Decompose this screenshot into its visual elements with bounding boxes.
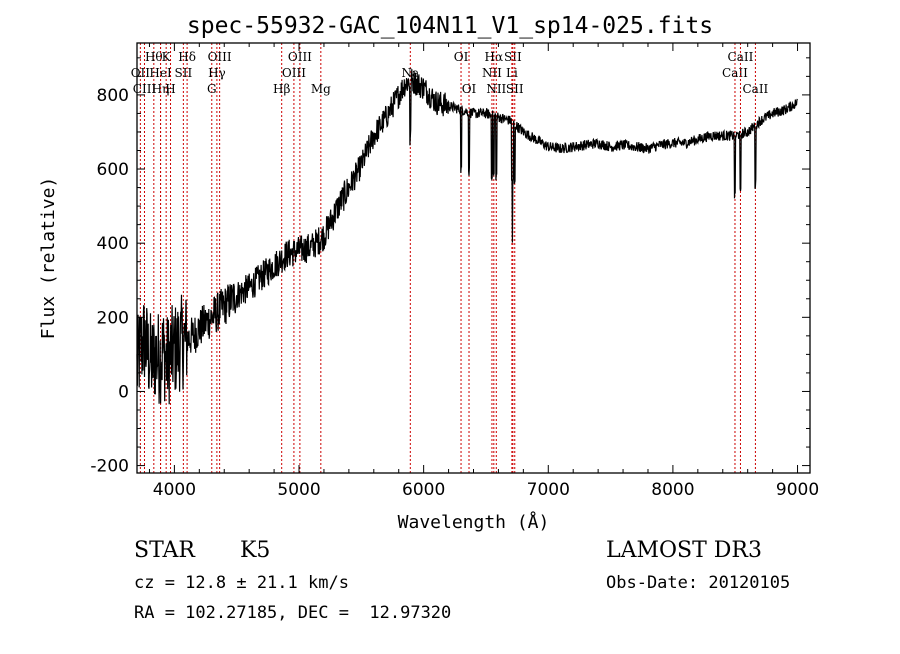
- x-tick-label: 9000: [776, 480, 819, 500]
- y-axis-label: Flux (relative): [38, 177, 59, 340]
- x-axis-label: Wavelength (Å): [398, 511, 550, 533]
- spectral-line-label: HeI: [149, 66, 172, 80]
- spectral-line-label: NII: [482, 66, 502, 80]
- spectral-line-label: Hγ: [208, 66, 226, 80]
- subclass-label: K5: [240, 538, 271, 563]
- y-tick-label: 400: [97, 234, 129, 254]
- spectral-line-label: CIII: [133, 82, 157, 96]
- spectral-line-label: Hα: [485, 50, 504, 64]
- spectral-line-label: OI: [454, 50, 469, 64]
- spectral-line-label: CaII: [742, 82, 768, 96]
- x-tick-label: 6000: [402, 480, 445, 500]
- spectral-line-label: OIII: [282, 66, 306, 80]
- chart-title: spec-55932-GAC_104N11_V1_sp14-025.fits: [187, 13, 713, 39]
- spectral-line-label: OIII: [288, 50, 312, 64]
- x-tick-label: 5000: [277, 480, 320, 500]
- coords-label: RA = 102.27185, DEC = 12.97320: [134, 603, 452, 623]
- obs-date-label: Obs-Date: 20120105: [606, 573, 791, 593]
- spectral-line-label: H: [165, 82, 175, 96]
- spectral-line-label: SII: [504, 50, 522, 64]
- y-tick-label: 600: [97, 160, 129, 180]
- spectral-line-label: OIII: [208, 50, 232, 64]
- spectral-line-label: OI: [462, 82, 477, 96]
- spectral-line-label: K: [162, 50, 172, 64]
- spectral-line-label: CaII: [722, 66, 748, 80]
- survey-label: LAMOST DR3: [606, 538, 762, 563]
- spectral-line-label: CaII: [728, 50, 754, 64]
- spectral-line-label: SII: [506, 82, 524, 96]
- y-tick-label: 800: [97, 86, 129, 106]
- spectral-line-label: OII: [131, 66, 151, 80]
- spectral-line-label: Hθ: [145, 50, 163, 64]
- cz-label: cz = 12.8 ± 21.1 km/s: [134, 573, 349, 593]
- spectrum-series-line: [136, 69, 798, 405]
- spectral-line-label: SII: [175, 66, 193, 80]
- spectral-line-label: Hδ: [178, 50, 196, 64]
- plot-frame: [136, 42, 811, 474]
- spectral-line-label: G: [207, 82, 217, 96]
- class-label: STAR: [134, 538, 195, 563]
- spectral-line-label: NII: [486, 82, 506, 96]
- x-tick-label: 7000: [527, 480, 570, 500]
- spectral-line-label: Hβ: [273, 82, 290, 96]
- y-tick-label: -200: [90, 457, 129, 477]
- y-tick-label: 200: [97, 308, 129, 328]
- x-tick-label: 8000: [651, 480, 694, 500]
- y-tick-label: 0: [118, 382, 129, 402]
- spectral-line-label: Li: [506, 66, 518, 80]
- spectral-line-label: Na: [401, 66, 419, 80]
- spectral-line-label: Mg: [311, 82, 331, 96]
- x-tick-label: 4000: [153, 480, 196, 500]
